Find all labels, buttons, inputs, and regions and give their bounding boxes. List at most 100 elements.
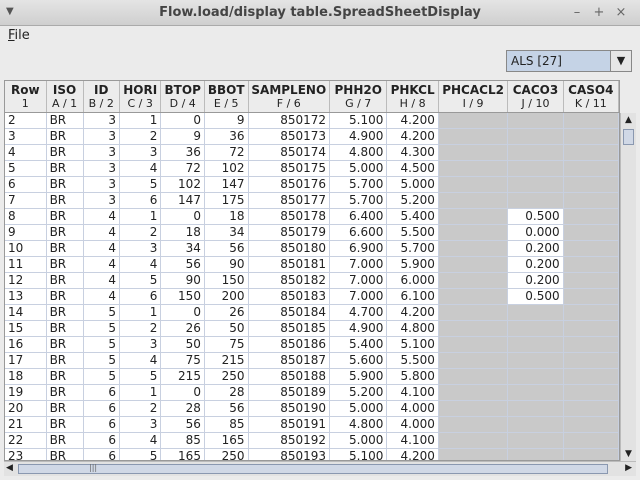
table-cell[interactable]: 4.200 (386, 304, 439, 321)
table-cell[interactable]: 56 (160, 416, 205, 433)
table-cell[interactable]: 0.200 (507, 272, 564, 289)
table-cell[interactable]: 90 (160, 272, 205, 289)
table-cell[interactable]: 850191 (248, 416, 331, 433)
row-number-cell[interactable]: 15 (5, 320, 47, 337)
table-cell[interactable]: 26 (204, 304, 249, 321)
table-cell[interactable]: 5 (83, 304, 120, 321)
table-cell[interactable]: 5.600 (329, 352, 388, 369)
table-cell[interactable] (563, 240, 619, 257)
table-cell[interactable]: 850187 (248, 352, 331, 369)
table-cell[interactable]: 34 (160, 240, 205, 257)
row-number-cell[interactable]: 6 (5, 176, 47, 193)
table-cell[interactable]: 2 (119, 400, 162, 417)
table-cell[interactable]: BR (46, 320, 84, 337)
table-cell[interactable] (438, 304, 509, 321)
table-cell[interactable]: 250 (204, 368, 249, 385)
table-cell[interactable]: 4 (119, 432, 162, 449)
table-cell[interactable]: 5 (83, 336, 120, 353)
scroll-left-icon[interactable]: ◀ (6, 463, 13, 473)
table-cell[interactable]: 850185 (248, 320, 331, 337)
row-number-cell[interactable]: 23 (5, 448, 47, 460)
table-cell[interactable]: 4.900 (329, 128, 388, 145)
scroll-right-icon[interactable]: ▶ (625, 463, 632, 473)
table-cell[interactable]: 56 (204, 400, 249, 417)
table-cell[interactable]: 5.000 (329, 400, 388, 417)
table-cell[interactable]: 3 (83, 112, 120, 129)
table-cell[interactable]: 5.100 (329, 448, 388, 460)
table-cell[interactable]: 4.500 (386, 160, 439, 177)
table-cell[interactable]: 850177 (248, 192, 331, 209)
table-cell[interactable]: 7.000 (329, 272, 388, 289)
table-cell[interactable]: 18 (204, 208, 249, 225)
column-header-11[interactable]: CASO4 K / 11 (563, 81, 619, 113)
table-cell[interactable]: 5.700 (386, 240, 439, 257)
column-header-3[interactable]: HORI C / 3 (119, 81, 162, 113)
row-number-cell[interactable]: 13 (5, 288, 47, 305)
table-cell[interactable]: 5 (119, 272, 162, 289)
table-cell[interactable]: 6 (119, 288, 162, 305)
table-cell[interactable]: 5 (83, 352, 120, 369)
table-cell[interactable]: 4.200 (386, 112, 439, 129)
table-cell[interactable]: 5.700 (329, 192, 388, 209)
table-cell[interactable] (438, 208, 509, 225)
table-cell[interactable] (438, 272, 509, 289)
column-header-2[interactable]: ID B / 2 (83, 81, 120, 113)
table-cell[interactable]: BR (46, 432, 84, 449)
table-cell[interactable]: 4.200 (386, 448, 439, 460)
table-cell[interactable]: 850175 (248, 160, 331, 177)
table-cell[interactable]: 175 (204, 192, 249, 209)
table-cell[interactable]: 4 (83, 256, 120, 273)
table-cell[interactable]: 56 (160, 256, 205, 273)
table-cell[interactable]: 4.900 (329, 320, 388, 337)
row-number-cell[interactable]: 9 (5, 224, 47, 241)
table-cell[interactable] (438, 144, 509, 161)
table-cell[interactable]: BR (46, 112, 84, 129)
table-cell[interactable]: BR (46, 208, 84, 225)
table-cell[interactable]: 850190 (248, 400, 331, 417)
table-cell[interactable]: 5.000 (386, 176, 439, 193)
table-cell[interactable]: 5.500 (386, 224, 439, 241)
table-cell[interactable]: 0 (160, 304, 205, 321)
column-header-8[interactable]: PHKCL H / 8 (386, 81, 439, 113)
table-cell[interactable] (507, 320, 564, 337)
table-cell[interactable]: 4 (83, 240, 120, 257)
table-cell[interactable] (563, 384, 619, 401)
row-number-cell[interactable]: 11 (5, 256, 47, 273)
column-header-6[interactable]: SAMPLENO F / 6 (248, 81, 331, 113)
table-cell[interactable]: 165 (160, 448, 205, 460)
table-cell[interactable]: 3 (83, 144, 120, 161)
table-cell[interactable] (563, 368, 619, 385)
table-cell[interactable] (563, 336, 619, 353)
table-cell[interactable]: 0.200 (507, 240, 564, 257)
table-cell[interactable]: 6 (83, 448, 120, 460)
column-header-7[interactable]: PHH2O G / 7 (329, 81, 388, 113)
table-cell[interactable]: 0 (160, 112, 205, 129)
table-cell[interactable]: 215 (204, 352, 249, 369)
table-cell[interactable]: 5.700 (329, 176, 388, 193)
table-cell[interactable]: 0.500 (507, 288, 564, 305)
table-cell[interactable]: 3 (119, 336, 162, 353)
scroll-down-icon[interactable]: ▼ (625, 449, 632, 459)
table-cell[interactable]: 3 (119, 144, 162, 161)
table-cell[interactable]: BR (46, 160, 84, 177)
table-cell[interactable]: 6 (83, 384, 120, 401)
dataset-selector[interactable]: ALS [27] ▼ (506, 50, 632, 72)
table-cell[interactable]: 26 (160, 320, 205, 337)
row-number-cell[interactable]: 20 (5, 400, 47, 417)
table-cell[interactable]: 4 (119, 160, 162, 177)
table-cell[interactable]: 3 (119, 416, 162, 433)
table-cell[interactable]: BR (46, 384, 84, 401)
table-cell[interactable]: 4 (119, 256, 162, 273)
table-cell[interactable] (563, 320, 619, 337)
table-cell[interactable] (438, 368, 509, 385)
table-cell[interactable]: 6 (83, 416, 120, 433)
table-cell[interactable]: 5.100 (386, 336, 439, 353)
table-cell[interactable]: 5.900 (386, 256, 439, 273)
table-cell[interactable]: 3 (83, 192, 120, 209)
table-cell[interactable]: 50 (160, 336, 205, 353)
table-cell[interactable] (563, 416, 619, 433)
row-number-cell[interactable]: 19 (5, 384, 47, 401)
column-header-1[interactable]: ISO A / 1 (46, 81, 84, 113)
table-cell[interactable]: BR (46, 224, 84, 241)
table-cell[interactable]: 75 (204, 336, 249, 353)
